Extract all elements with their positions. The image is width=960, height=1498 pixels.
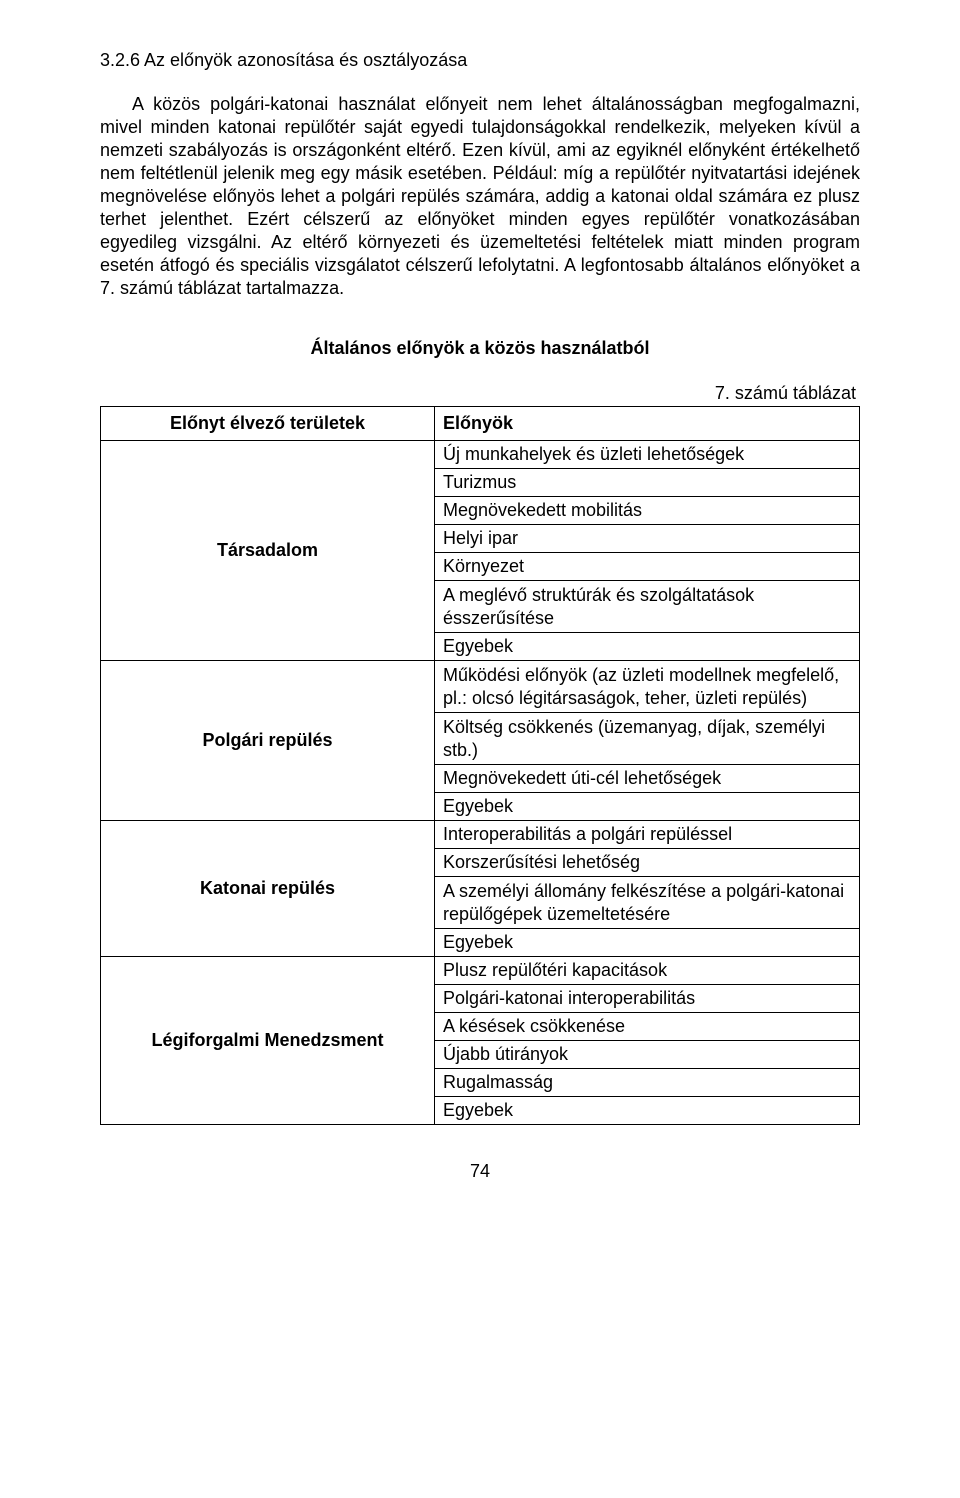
table-row: Katonai repülésInteroperabilitás a polgá… <box>101 821 860 849</box>
benefit-cell: Költség csökkenés (üzemanyag, díjak, sze… <box>434 713 859 765</box>
benefit-cell: Egyebek <box>434 633 859 661</box>
benefit-cell: Egyebek <box>434 929 859 957</box>
benefits-table: Előnyt élvező területek Előnyök Társadal… <box>100 406 860 1125</box>
section-heading: 3.2.6 Az előnyök azonosítása és osztályo… <box>100 50 860 71</box>
group-label: Légiforgalmi Menedzsment <box>101 957 435 1125</box>
group-label: Katonai repülés <box>101 821 435 957</box>
benefit-cell: Környezet <box>434 553 859 581</box>
table-row: Polgári repülésMűködési előnyök (az üzle… <box>101 661 860 713</box>
benefit-cell: A késések csökkenése <box>434 1013 859 1041</box>
benefit-cell: Egyebek <box>434 793 859 821</box>
page-number: 74 <box>100 1161 860 1182</box>
benefit-cell: Interoperabilitás a polgári repüléssel <box>434 821 859 849</box>
body-paragraph: A közös polgári-katonai használat előnye… <box>100 93 860 300</box>
benefit-cell: Korszerűsítési lehetőség <box>434 849 859 877</box>
table-row: TársadalomÚj munkahelyek és üzleti lehet… <box>101 441 860 469</box>
benefit-cell: Helyi ipar <box>434 525 859 553</box>
benefit-cell: Újabb útirányok <box>434 1041 859 1069</box>
benefit-cell: Egyebek <box>434 1097 859 1125</box>
header-right: Előnyök <box>434 407 859 441</box>
table-row: Légiforgalmi MenedzsmentPlusz repülőtéri… <box>101 957 860 985</box>
benefit-cell: A személyi állomány felkészítése a polgá… <box>434 877 859 929</box>
benefit-cell: Új munkahelyek és üzleti lehetőségek <box>434 441 859 469</box>
benefit-cell: A meglévő struktúrák és szolgáltatások é… <box>434 581 859 633</box>
table-body: TársadalomÚj munkahelyek és üzleti lehet… <box>101 441 860 1125</box>
benefit-cell: Megnövekedett úti-cél lehetőségek <box>434 765 859 793</box>
benefit-cell: Polgári-katonai interoperabilitás <box>434 985 859 1013</box>
table-caption: 7. számú táblázat <box>100 383 860 404</box>
benefit-cell: Turizmus <box>434 469 859 497</box>
header-left: Előnyt élvező területek <box>101 407 435 441</box>
benefit-cell: Rugalmasság <box>434 1069 859 1097</box>
table-title: Általános előnyök a közös használatból <box>100 338 860 359</box>
benefit-cell: Plusz repülőtéri kapacitások <box>434 957 859 985</box>
benefit-cell: Megnövekedett mobilitás <box>434 497 859 525</box>
table-header-row: Előnyt élvező területek Előnyök <box>101 407 860 441</box>
benefit-cell: Működési előnyök (az üzleti modellnek me… <box>434 661 859 713</box>
group-label: Polgári repülés <box>101 661 435 821</box>
group-label: Társadalom <box>101 441 435 661</box>
